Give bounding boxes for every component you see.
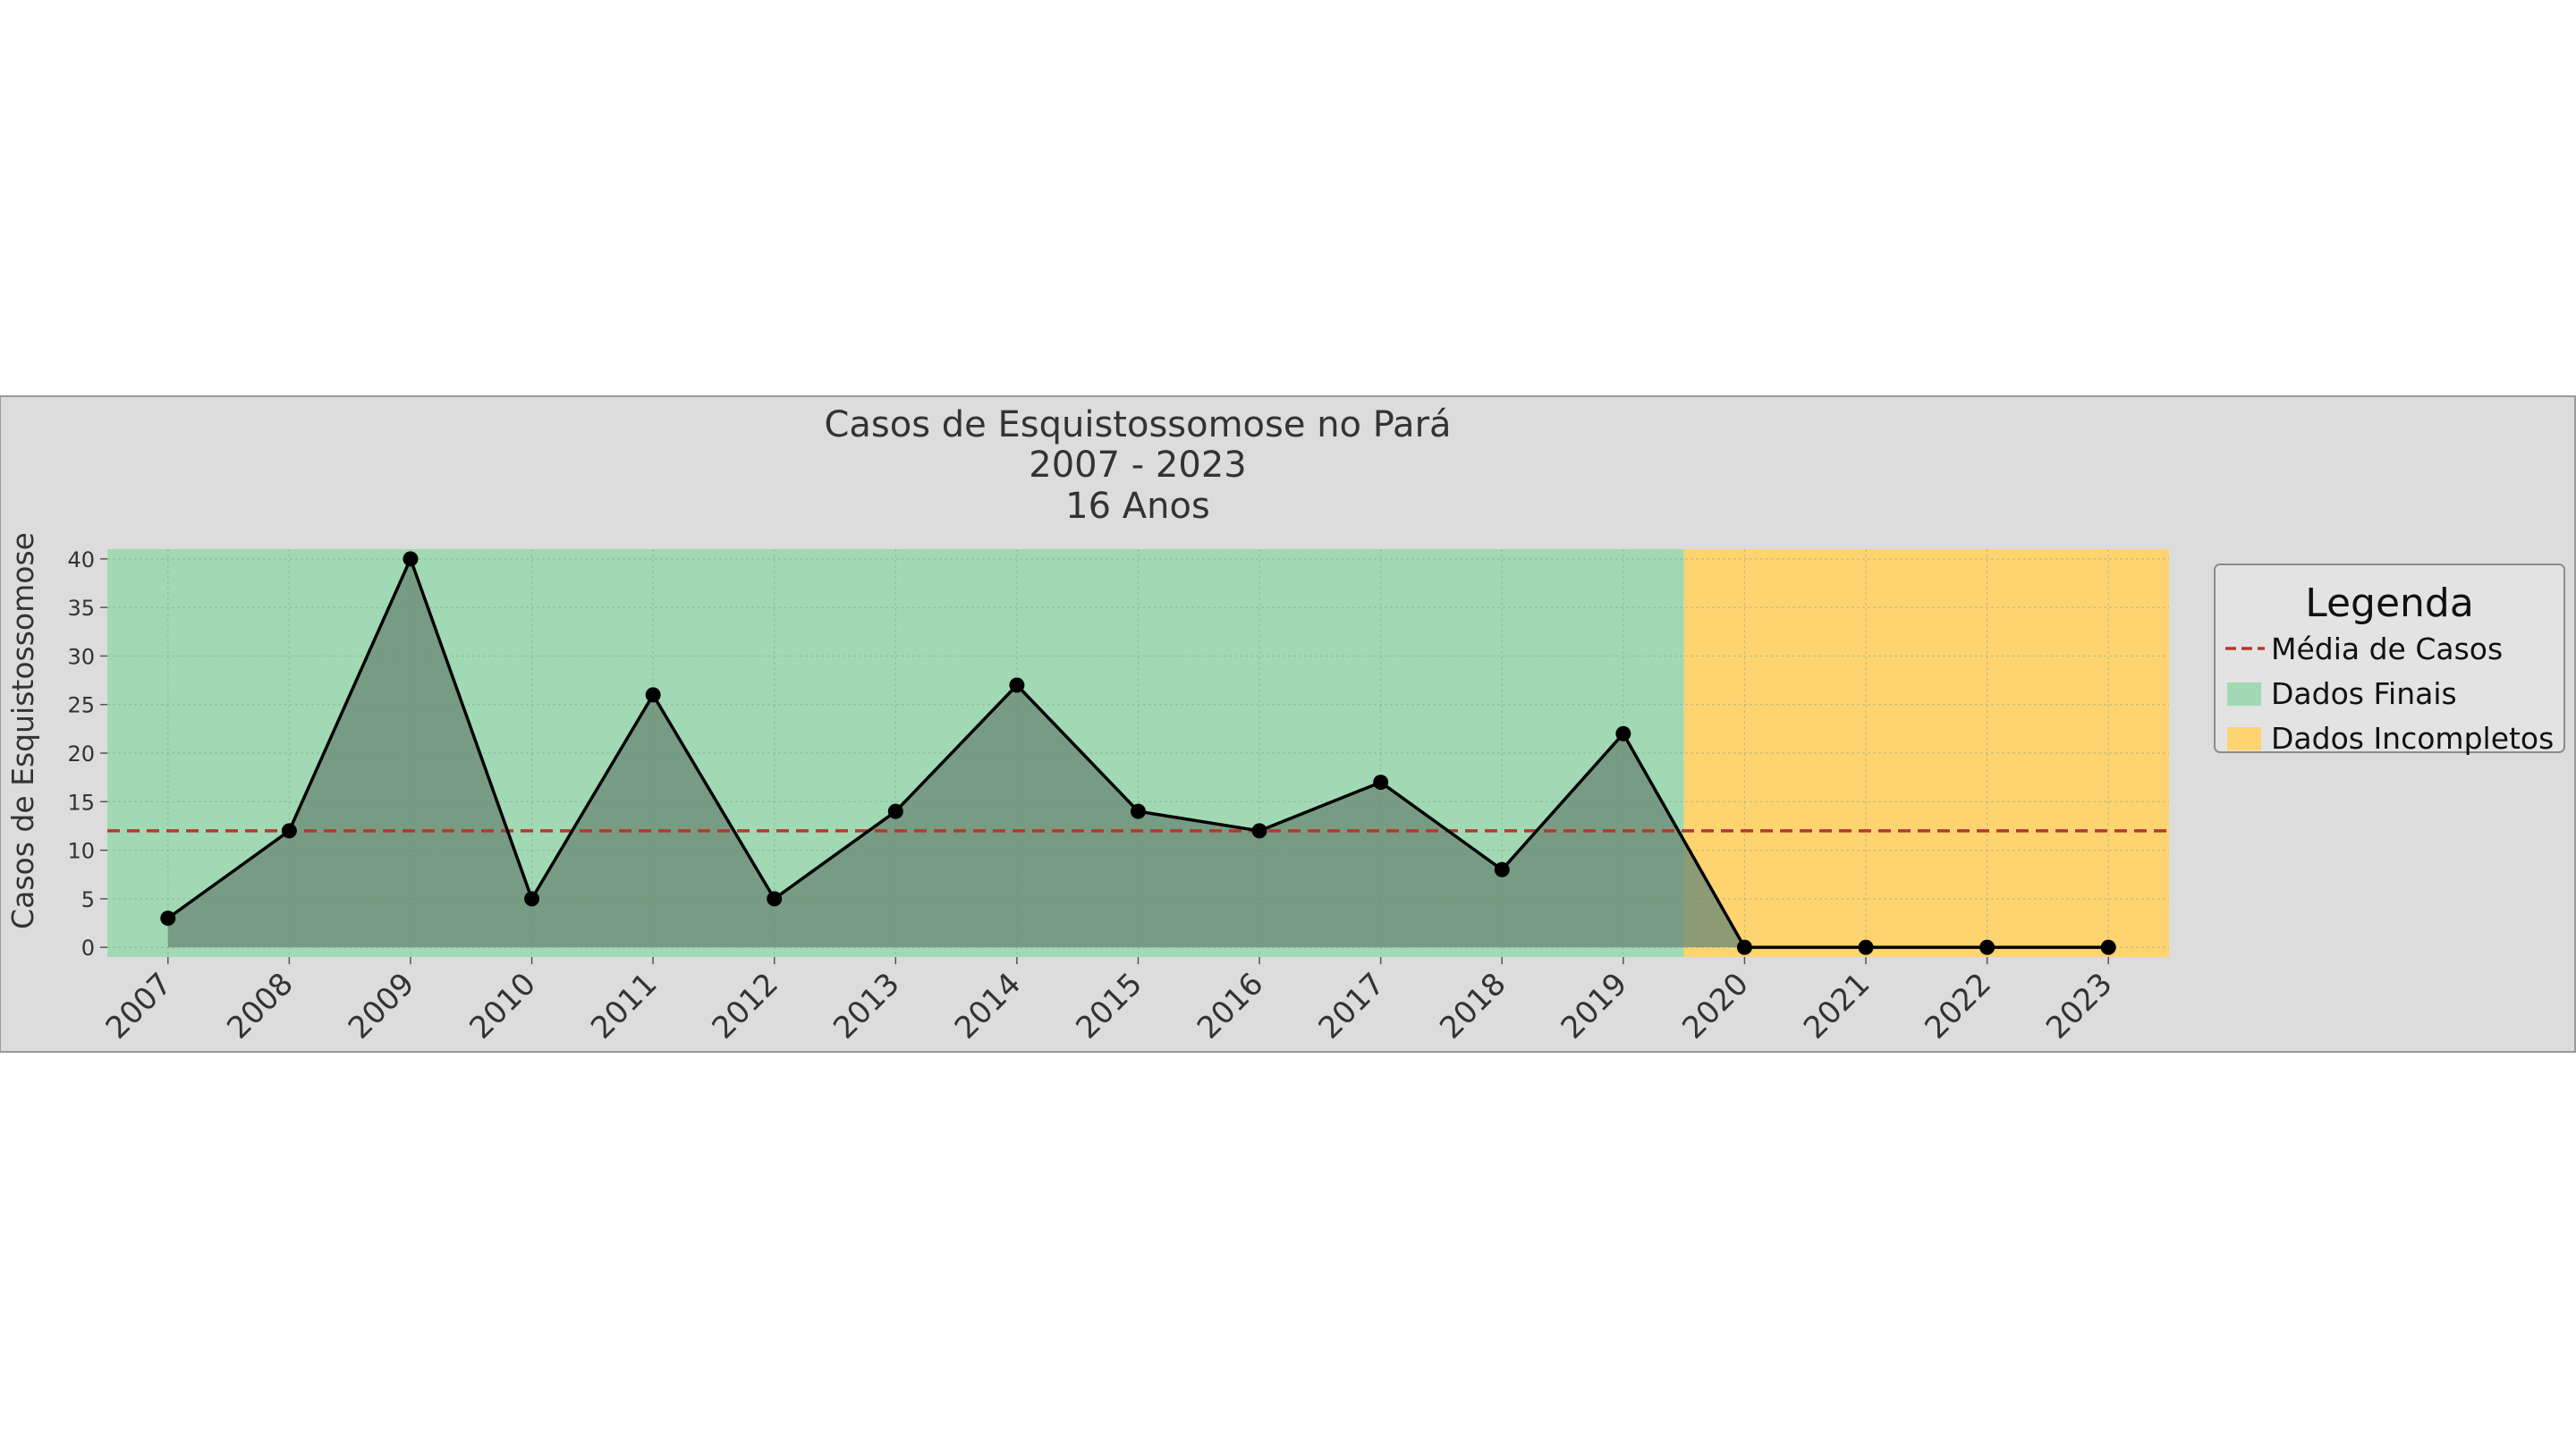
y-tick-label: 10 — [67, 839, 95, 864]
data-point-2013 — [887, 803, 903, 819]
data-point-2009 — [402, 551, 419, 567]
legend-swatch-dados-finais — [2227, 682, 2261, 706]
data-point-2011 — [645, 687, 661, 703]
data-point-2019 — [1615, 725, 1631, 741]
legend-label-dados-incompletos: Dados Incompletos — [2271, 721, 2554, 756]
y-tick-label: 35 — [67, 596, 95, 621]
data-point-2022 — [1979, 939, 1996, 955]
data-point-2021 — [1858, 939, 1874, 955]
chart-title-line-3: 16 Anos — [1065, 486, 1210, 527]
data-point-2010 — [524, 891, 540, 907]
data-point-2012 — [767, 891, 783, 907]
legend: Legenda Média de Casos Dados Finais Dados I… — [2214, 564, 2565, 756]
region-dados-incompletos — [1683, 549, 2169, 957]
data-point-2015 — [1131, 803, 1146, 819]
y-tick-label: 20 — [67, 741, 95, 767]
data-point-2008 — [281, 823, 297, 839]
data-point-2017 — [1373, 775, 1389, 791]
data-point-2023 — [2100, 939, 2116, 955]
area-fill — [167, 558, 2109, 948]
y-tick-label: 5 — [81, 887, 95, 912]
y-tick-label: 30 — [67, 644, 95, 669]
legend-swatch-dados-incompletos — [2227, 727, 2261, 750]
y-tick-label: 25 — [67, 693, 95, 718]
y-tick-label: 15 — [67, 790, 95, 815]
chart-title-line-1: Casos de Esquistossomose no Pará — [824, 404, 1451, 445]
data-point-2020 — [1736, 939, 1752, 955]
legend-label-m-dia-de-casos: Média de Casos — [2271, 631, 2503, 666]
data-point-2007 — [160, 911, 176, 927]
data-point-2018 — [1494, 861, 1510, 877]
y-tick-label: 0 — [81, 936, 95, 961]
data-point-2014 — [1009, 677, 1025, 693]
legend-title: Legenda — [2305, 580, 2474, 626]
legend-label-dados-finais: Dados Finais — [2271, 676, 2457, 711]
legend-box — [2214, 564, 2565, 753]
y-tick-label: 40 — [67, 547, 95, 572]
data-point-2016 — [1251, 823, 1267, 839]
y-axis-label: Casos de Esquistossomose — [5, 532, 40, 929]
chart-title-line-2: 2007 - 2023 — [1029, 445, 1246, 486]
